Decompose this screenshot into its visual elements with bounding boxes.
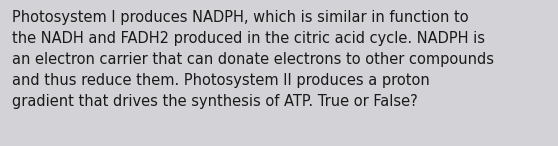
Text: Photosystem I produces NADPH, which is similar in function to
the NADH and FADH2: Photosystem I produces NADPH, which is s…	[12, 10, 494, 109]
